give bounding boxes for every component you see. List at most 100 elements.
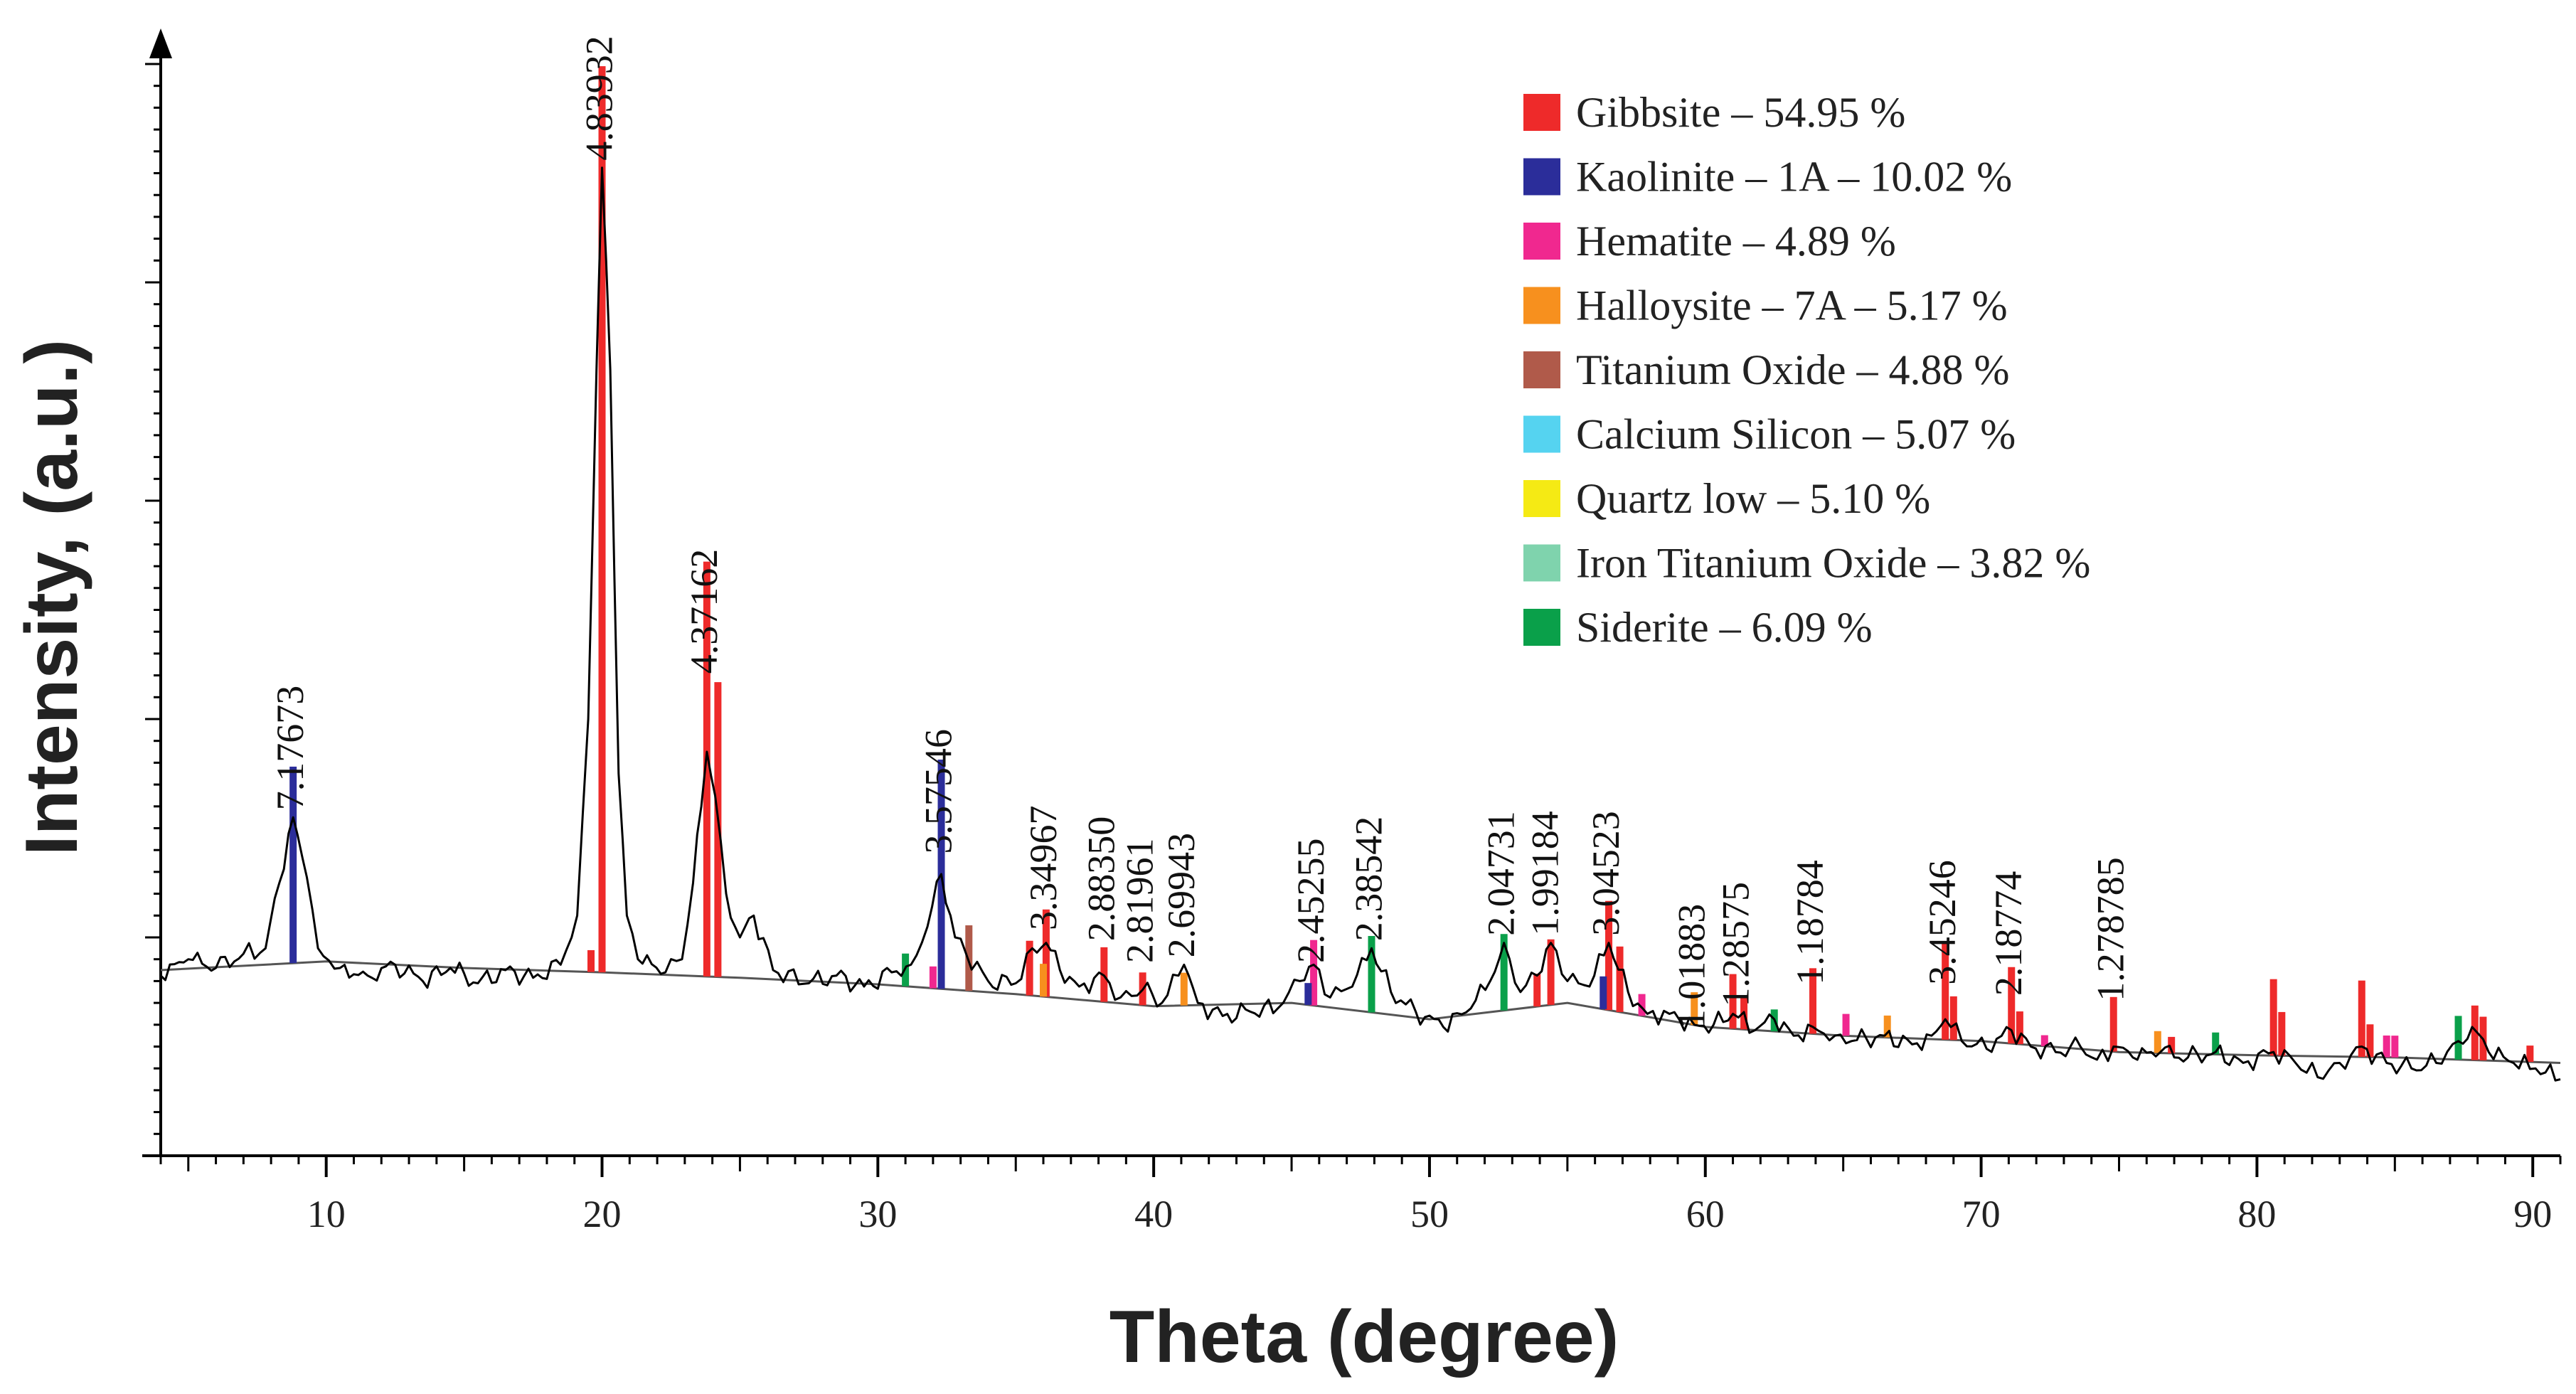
x-tick-label: 60 — [1686, 1193, 1725, 1235]
phase-stick — [965, 925, 973, 991]
legend-swatch — [1523, 415, 1560, 453]
xrd-series-line — [159, 166, 2561, 1082]
phase-stick — [587, 949, 595, 972]
peak-label: 2.04731 — [1480, 811, 1523, 936]
phase-stick — [929, 966, 937, 989]
legend-swatch — [1523, 94, 1560, 131]
peak-label: 2.45255 — [1289, 839, 1332, 964]
x-tick-label: 50 — [1410, 1193, 1449, 1235]
x-tick-label: 40 — [1134, 1193, 1173, 1235]
peak-label: 3.34967 — [1022, 806, 1065, 931]
phase-stick — [2366, 1024, 2374, 1058]
peak-label: 1.01883 — [1670, 904, 1713, 1029]
legend-label: Titanium Oxide – 4.88 % — [1576, 346, 2009, 393]
legend-label: Kaolinite – 1A – 10.02 % — [1576, 154, 2012, 201]
legend-swatch — [1523, 223, 1560, 260]
peak-labels: 7.17673 4.83932 4.37162 3.57546 3.34967 2.883… — [269, 36, 2132, 1029]
phase-stick — [1368, 936, 1375, 1013]
phase-stick — [1809, 968, 1817, 1034]
phase-stick — [2383, 1035, 2390, 1058]
peak-label: 2.69943 — [1160, 833, 1203, 958]
phase-stick — [1026, 940, 1033, 996]
phase-stick — [2154, 1031, 2161, 1053]
phase-stick — [2358, 980, 2365, 1058]
legend-label: Hematite – 4.89 % — [1576, 218, 1896, 265]
peak-label: 1.99184 — [1524, 811, 1567, 936]
legend-swatch — [1523, 480, 1560, 517]
phase-stick — [2526, 1046, 2534, 1063]
x-axis-title: Theta (degree) — [1109, 1296, 1619, 1378]
phase-stick — [2454, 1016, 2462, 1060]
x-tick-label: 10 — [307, 1193, 346, 1235]
phase-stick — [1883, 1015, 1891, 1038]
phase-stick — [2269, 979, 2277, 1056]
phase-stick — [2212, 1032, 2220, 1055]
phase-stick — [1600, 976, 1607, 1009]
phase-stick — [2168, 1036, 2176, 1053]
legend-label: Siderite – 6.09 % — [1576, 604, 1873, 651]
phase-stick — [714, 682, 722, 977]
phase-stick — [2391, 1036, 2399, 1058]
phase-stick — [2278, 1011, 2286, 1056]
legend-label: Halloysite – 7A – 5.17 % — [1576, 282, 2008, 329]
peak-label: 3.04523 — [1585, 811, 1627, 936]
phase-stick — [1180, 972, 1188, 1006]
phase-stick — [1942, 941, 1949, 1040]
x-tick-label: 80 — [2237, 1193, 2276, 1235]
peak-label: 3.57546 — [917, 729, 960, 854]
phase-stick — [1500, 934, 1508, 1011]
phase-stick — [1842, 1013, 1850, 1036]
legend-swatch — [1523, 287, 1560, 324]
y-ticks — [145, 63, 161, 1157]
peak-label: 4.83932 — [578, 36, 621, 161]
phase-stick — [1304, 983, 1312, 1005]
x-tick-labels: 10 20 30 40 50 60 70 80 90 — [307, 1193, 2553, 1235]
y-axis-arrow — [149, 28, 172, 58]
legend-swatch — [1523, 544, 1560, 582]
phase-stick — [1040, 964, 1048, 997]
peak-label: 2.88350 — [1080, 816, 1122, 942]
x-tick-label: 70 — [1962, 1193, 2001, 1235]
peak-label: 1.278785 — [2090, 857, 2132, 1001]
series-layer — [159, 166, 2561, 1082]
peak-label: 2.38542 — [1348, 816, 1390, 942]
phase-stick — [1605, 900, 1613, 1011]
y-axis-title: Intensity, (a.u.) — [11, 339, 93, 856]
legend-label: Gibbsite – 54.95 % — [1576, 89, 1905, 136]
phase-stick — [2016, 1011, 2023, 1045]
peak-label: 1.28575 — [1714, 882, 1757, 1007]
phase-stick — [2471, 1005, 2479, 1060]
phase-stick — [2040, 1035, 2048, 1046]
phase-stick — [1310, 940, 1318, 1006]
legend-swatch — [1523, 609, 1560, 646]
baseline-layer — [160, 960, 2561, 1064]
phase-stick — [703, 561, 710, 977]
x-tick-label: 20 — [583, 1193, 622, 1235]
peak-label: 2.81961 — [1119, 839, 1161, 964]
legend-label: Calcium Silicon – 5.07 % — [1576, 411, 2016, 458]
phase-stick — [598, 66, 606, 973]
phase-stick — [1533, 974, 1541, 1007]
phase-stick — [1729, 974, 1737, 1029]
phase-stick — [2008, 967, 2016, 1044]
legend-label: Quartz low – 5.10 % — [1576, 475, 1930, 522]
phase-stick — [289, 766, 297, 964]
legend-swatch — [1523, 158, 1560, 196]
phase-stick — [2109, 996, 2117, 1052]
peak-label: 2.18774 — [1987, 871, 2030, 996]
x-tick-label: 30 — [858, 1193, 897, 1235]
legend-label: Iron Titanium Oxide – 3.82 % — [1576, 540, 2090, 587]
x-tick-label: 90 — [2513, 1193, 2552, 1235]
phase-stick — [1638, 994, 1646, 1016]
phase-stick — [1949, 996, 1957, 1041]
peak-label: 3.45246 — [1921, 860, 1964, 985]
phase-stick — [1616, 946, 1624, 1012]
phase-stick — [1042, 909, 1050, 997]
peak-label: 4.37162 — [683, 549, 725, 674]
axes — [142, 28, 2562, 1177]
x-ticks — [159, 1156, 2562, 1177]
phase-stick — [1691, 992, 1698, 1026]
legend-swatch — [1523, 351, 1560, 388]
background-curve — [160, 960, 2561, 1064]
